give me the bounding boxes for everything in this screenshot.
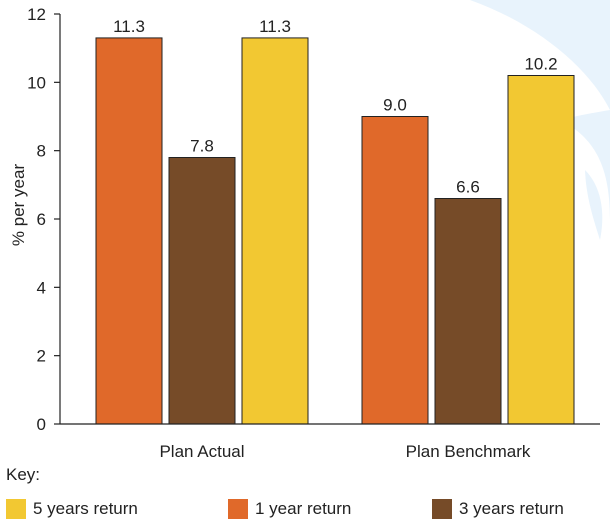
y-tick-label-6: 6 (37, 210, 46, 229)
legend-title: Key: (6, 465, 41, 484)
legend-swatch-3-years (432, 499, 452, 519)
legend-label-3-years: 3 years return (459, 499, 564, 518)
y-tick-label-2: 2 (37, 347, 46, 366)
y-tick-label-4: 4 (37, 278, 46, 297)
y-axis-title: % per year (9, 164, 28, 247)
legend: Key: 1 year return 3 years return 5 year… (6, 465, 606, 525)
bars-group (95, 37, 575, 425)
bar-plan-benchmark-5-years-return (507, 75, 575, 425)
x-tick-label-plan-benchmark: Plan Benchmark (406, 442, 531, 461)
value-label-plan-actual-5-years-return: 11.3 (259, 17, 291, 36)
x-tick-label-plan-actual: Plan Actual (159, 442, 244, 461)
legend-swatch-5-years (6, 499, 26, 519)
legend-swatch-1-year (228, 499, 248, 519)
legend-item-3-years: 3 years return (432, 499, 564, 519)
bar-plan-actual-1-year-return (95, 37, 163, 425)
bar-plan-actual-3-years-return (168, 157, 236, 425)
axes-group: 0 2 4 6 8 10 12 Plan Actual Plan Benchmark (27, 5, 600, 461)
bar-plan-benchmark-3-years-return (434, 198, 502, 425)
y-tick-label-10: 10 (27, 73, 46, 92)
value-label-plan-benchmark-3-years-return: 6.6 (456, 178, 480, 197)
value-label-plan-actual-3-years-return: 7.8 (190, 137, 214, 156)
watermark-shape-right (560, 110, 610, 220)
value-label-plan-benchmark-1-year-return: 9.0 (383, 96, 407, 115)
bar-plan-benchmark-1-year-return (361, 116, 429, 425)
legend-item-5-years: 5 years return (6, 499, 138, 519)
y-tick-label-8: 8 (37, 142, 46, 161)
value-label-plan-benchmark-5-years-return: 10.2 (524, 55, 557, 74)
watermark-shape-tail (585, 170, 603, 240)
legend-label-5-years: 5 years return (33, 499, 138, 518)
legend-item-1-year: 1 year return (228, 499, 351, 519)
watermark-shape-top (470, 0, 610, 110)
y-tick-label-0: 0 (37, 415, 46, 434)
value-labels-group: 11.3 7.8 11.3 9.0 6.6 10.2 (113, 17, 557, 197)
legend-label-1-year: 1 year return (255, 499, 352, 518)
bar-plan-actual-5-years-return (241, 37, 309, 425)
y-tick-label-12: 12 (27, 5, 46, 24)
value-label-plan-actual-1-year-return: 11.3 (113, 17, 145, 36)
background-watermark (470, 0, 610, 240)
